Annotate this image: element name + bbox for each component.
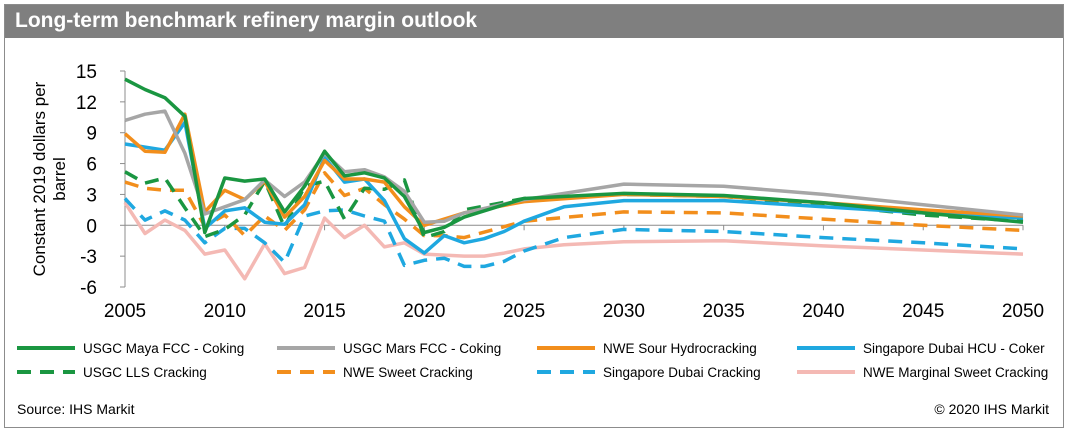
- copyright-note: © 2020 IHS Markit: [934, 401, 1049, 417]
- series-line-nwe-marginal-sweet-cracking: [123, 201, 1024, 281]
- legend-label: Singapore Dubai HCU - Coker: [863, 341, 1045, 356]
- x-tick-label: 2050: [1002, 301, 1044, 322]
- legend-label: NWE Sweet Cracking: [343, 365, 473, 380]
- series-line-singapore-dubai-hcu-coker: [124, 120, 1024, 255]
- y-tick-label: 6: [86, 155, 97, 176]
- legend-label: USGC Maya FCC - Coking: [83, 341, 244, 356]
- chart-title: Long-term benchmark refinery margin outl…: [15, 9, 478, 32]
- x-tick-label: 2020: [403, 301, 445, 322]
- x-tick-label: 2025: [503, 301, 545, 322]
- title-bar: Long-term benchmark refinery margin outl…: [5, 5, 1063, 38]
- x-tick-label: 2030: [603, 301, 645, 322]
- legend-label: NWE Marginal Sweet Cracking: [863, 365, 1048, 380]
- x-tick-label: 2040: [802, 301, 844, 322]
- x-tick-label: 2035: [703, 301, 745, 322]
- legend-label: USGC LLS Cracking: [83, 365, 207, 380]
- y-tick-label: 9: [86, 124, 97, 145]
- plot-axes: 15 12 9 6 3 0 -3 -6 2005 2010 2015 2020 2025 2030 2035…: [30, 62, 1044, 322]
- y-tick-label: 12: [76, 93, 97, 114]
- y-tick-label: -6: [80, 278, 97, 299]
- x-tick-label: 2005: [104, 301, 146, 322]
- chart-frame: Long-term benchmark refinery margin outl…: [4, 4, 1064, 428]
- x-tick-label: 2010: [204, 301, 246, 322]
- series-line-singapore-dubai-cracking: [123, 197, 1024, 269]
- source-note: Source: IHS Markit: [17, 401, 135, 417]
- y-tick-label: -3: [80, 247, 97, 268]
- y-tick-label: 3: [86, 185, 97, 206]
- series-line-usgc-maya-fcc-coking: [124, 77, 1024, 235]
- legend-label: NWE Sour Hydrocracking: [603, 341, 757, 356]
- x-tick-label: 2015: [303, 301, 345, 322]
- legend: USGC Maya FCC - Coking USGC Mars FCC - Co…: [17, 341, 1048, 380]
- legend-label: Singapore Dubai Cracking: [603, 365, 761, 380]
- y-tick-label: 0: [86, 216, 97, 237]
- legend-label: USGC Mars FCC - Coking: [343, 341, 501, 356]
- chart-svg: 15 12 9 6 3 0 -3 -6 2005 2010 2015 2020 2025 2030 2035…: [17, 62, 1048, 380]
- plot-lines: [123, 77, 1024, 281]
- x-tick-label: 2045: [902, 301, 944, 322]
- y-tick-label: 15: [76, 62, 97, 83]
- y-axis-label: Constant 2019 dollars perbarrel: [30, 81, 69, 276]
